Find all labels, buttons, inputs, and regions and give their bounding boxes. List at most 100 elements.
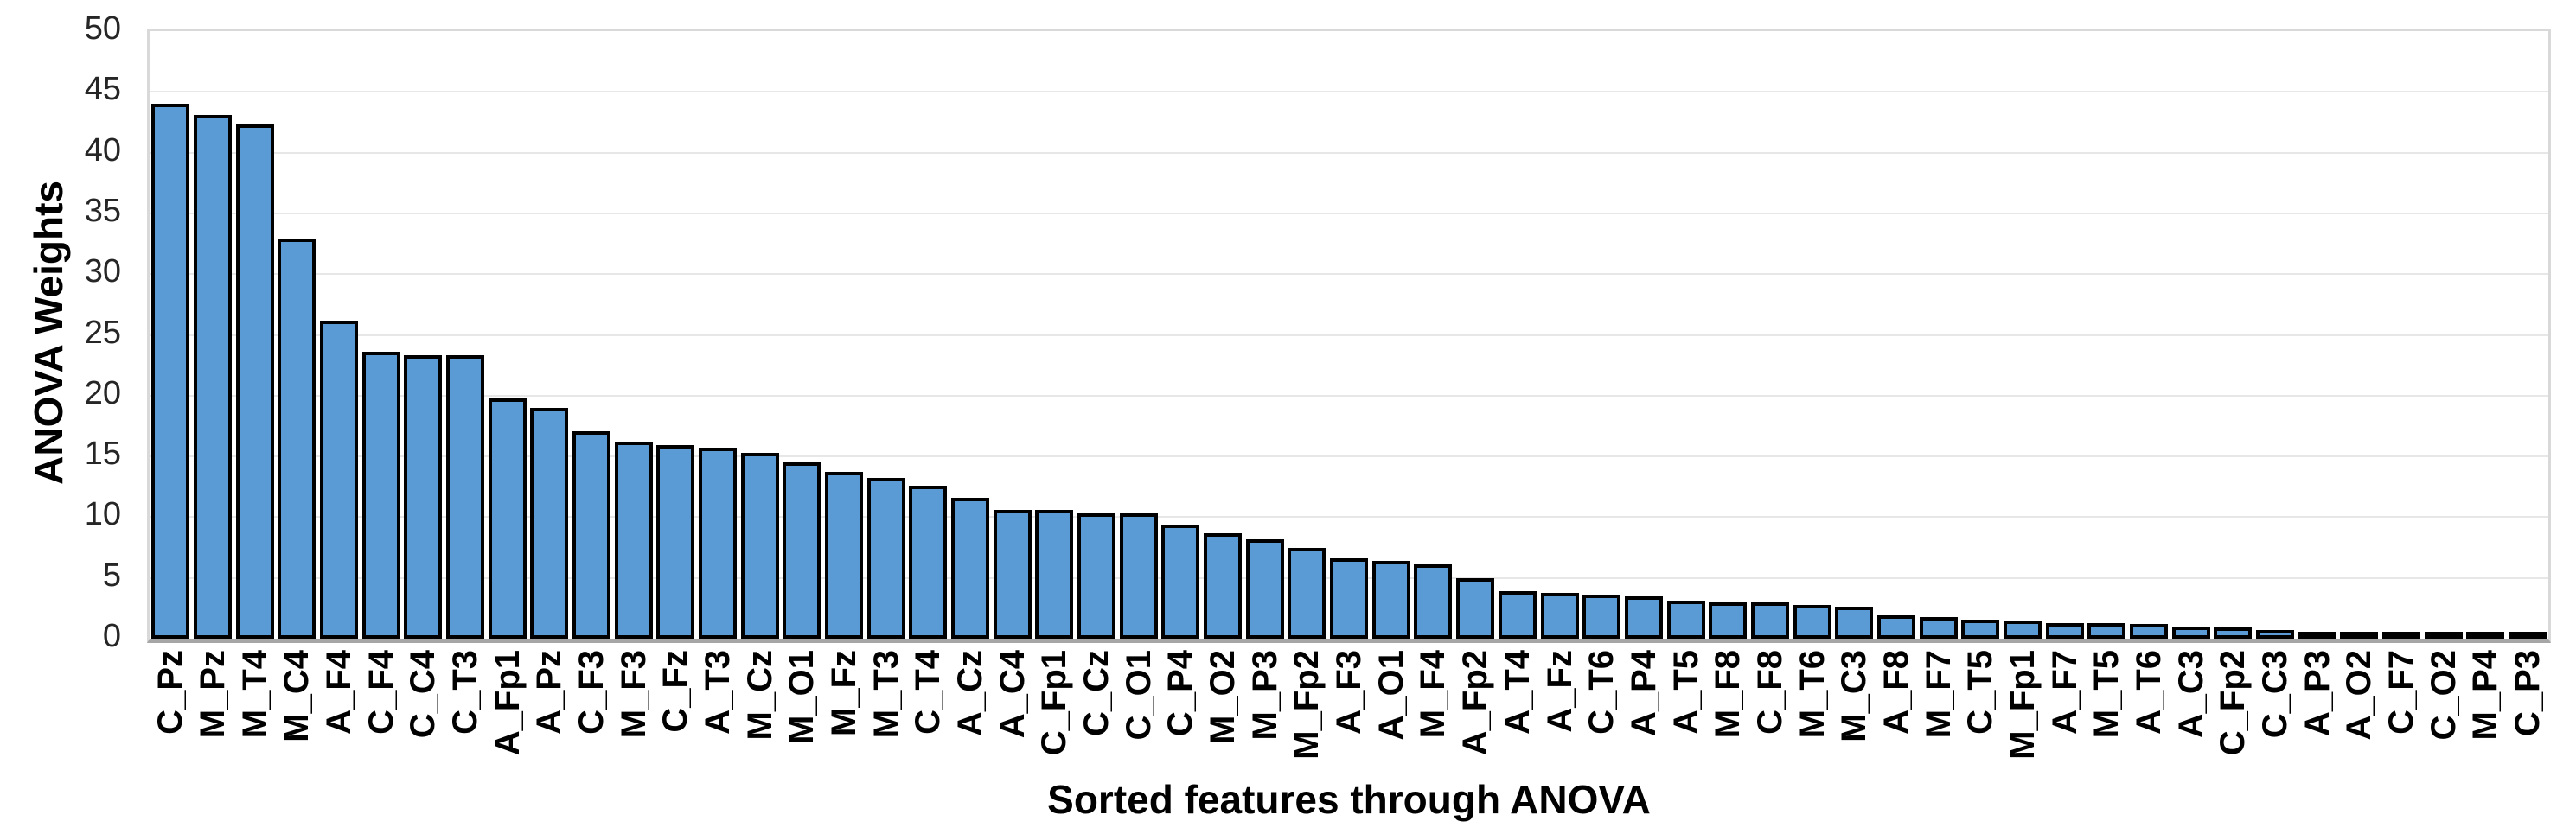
bar-M_T5	[2087, 622, 2126, 639]
x-tick-label-A_P4: A_P4	[1624, 650, 1663, 737]
bar-A_Fp2	[1456, 577, 1495, 639]
x-label-slot: A_Pz	[528, 650, 571, 788]
bar-slot	[571, 31, 613, 639]
bar-slot	[1412, 31, 1454, 639]
x-label-slot: M_Fp2	[1286, 650, 1328, 788]
x-label-slot: M_Fz	[823, 650, 866, 788]
bar-slot	[360, 31, 402, 639]
bar-slot	[318, 31, 361, 639]
bar-slot	[1497, 31, 1539, 639]
bar-slot	[1581, 31, 1623, 639]
bar-A_T6	[2129, 624, 2168, 639]
x-tick-label-C_F8: C_F8	[1750, 650, 1789, 735]
x-label-slot: A_Fp2	[1454, 650, 1497, 788]
x-tick-label-A_Fp1: A_Fp1	[488, 650, 527, 756]
x-label-slot: C_O2	[2422, 650, 2464, 788]
y-tick-label-15: 15	[84, 436, 121, 473]
x-tick-label-M_T3: M_T3	[866, 650, 905, 739]
x-tick-label-C_T5: C_T5	[1961, 650, 2000, 735]
bar-slot	[2128, 31, 2170, 639]
x-axis-tick-labels: C_Pz M_Pz M_T4 M_C4 A_F4 C_F4 C_C4 C_T3 A_Fp1 A_P…	[150, 650, 2548, 788]
x-tick-label-C_Fp2: C_Fp2	[2214, 650, 2253, 756]
x-tick-label-C_P4: C_P4	[1161, 650, 1200, 737]
x-tick-label-A_Fz: A_Fz	[1540, 650, 1579, 733]
bar-C_O2	[2424, 632, 2463, 639]
x-tick-label-M_T6: M_T6	[1793, 650, 1831, 739]
x-label-slot: A_P4	[1623, 650, 1665, 788]
x-tick-label-C_Fp1: C_Fp1	[1035, 650, 1074, 756]
x-tick-label-M_Pz: M_Pz	[194, 650, 232, 739]
gridline-45	[150, 91, 2548, 93]
x-label-slot: A_Cz	[949, 650, 992, 788]
x-label-slot: C_P3	[2507, 650, 2549, 788]
x-label-slot: A_O1	[1370, 650, 1412, 788]
bar-slot	[2212, 31, 2254, 639]
x-label-slot: M_Fp1	[2002, 650, 2044, 788]
bar-C_Fp1	[1035, 509, 1074, 639]
gridline-10	[150, 516, 2548, 519]
x-tick-label-C_O1: C_O1	[1119, 650, 1158, 741]
bar-slot	[2464, 31, 2507, 639]
bar-M_Cz	[740, 452, 779, 639]
y-tick-label-35: 35	[84, 192, 121, 229]
x-label-slot: M_Cz	[738, 650, 781, 788]
x-tick-label-M_F3: M_F3	[614, 650, 653, 739]
bar-slot	[1243, 31, 1286, 639]
x-tick-label-A_O2: A_O2	[2340, 650, 2379, 741]
x-label-slot: M_F3	[612, 650, 655, 788]
bar-M_Fp1	[2003, 620, 2042, 639]
x-label-slot: M_F8	[1707, 650, 1749, 788]
plot-area	[147, 29, 2551, 643]
x-label-slot: C_C3	[2254, 650, 2297, 788]
bar-M_T6	[1793, 604, 1831, 639]
bar-A_F4	[320, 320, 359, 639]
bar-A_Fz	[1540, 592, 1579, 639]
x-label-slot: C_T4	[907, 650, 949, 788]
bar-slot	[1117, 31, 1160, 639]
x-tick-label-A_O1: A_O1	[1371, 650, 1410, 741]
bar-A_O2	[2340, 632, 2379, 639]
bar-C_Pz	[151, 104, 190, 639]
bar-slot	[823, 31, 866, 639]
bar-slot	[1623, 31, 1665, 639]
bar-slot	[697, 31, 739, 639]
bar-M_O1	[783, 462, 821, 639]
x-axis-title-text: Sorted features through ANOVA	[1047, 777, 1651, 822]
y-tick-label-10: 10	[84, 496, 121, 533]
bar-M_T3	[866, 478, 905, 639]
x-axis-title: Sorted features through ANOVA	[150, 776, 2548, 823]
bar-A_Pz	[530, 407, 569, 639]
bar-M_F4	[1414, 564, 1453, 639]
x-label-slot: A_C4	[991, 650, 1033, 788]
bar-C_C4	[404, 355, 443, 639]
gridline-30	[150, 273, 2548, 276]
x-tick-label-C_C4: C_C4	[404, 650, 443, 739]
bar-slot	[1286, 31, 1328, 639]
bar-C_Fz	[656, 445, 695, 639]
y-tick-label-40: 40	[84, 131, 121, 169]
x-label-slot: M_T5	[2086, 650, 2128, 788]
x-tick-label-A_T5: A_T5	[1666, 650, 1705, 735]
bar-A_O1	[1371, 561, 1410, 639]
x-tick-label-C_F4: C_F4	[361, 650, 400, 735]
x-tick-label-A_C4: A_C4	[993, 650, 1032, 739]
x-label-slot: C_O1	[1117, 650, 1160, 788]
x-label-slot: M_F7	[1917, 650, 1959, 788]
bar-C_O1	[1119, 513, 1158, 639]
x-tick-label-M_C4: M_C4	[278, 650, 316, 742]
bar-C_P3	[2508, 632, 2547, 639]
x-label-slot: C_Pz	[150, 650, 192, 788]
bar-slot	[1328, 31, 1371, 639]
bar-A_P3	[2298, 632, 2336, 639]
x-tick-label-C_F3: C_F3	[572, 650, 611, 735]
x-tick-label-M_F8: M_F8	[1709, 650, 1748, 739]
x-tick-label-M_O1: M_O1	[783, 650, 821, 744]
x-tick-label-C_F7: C_F7	[2381, 650, 2420, 735]
bar-M_C4	[278, 239, 316, 639]
x-tick-label-M_P3: M_P3	[1245, 650, 1284, 741]
bar-A_T3	[699, 448, 738, 639]
bar-slot	[781, 31, 823, 639]
x-label-slot: A_F7	[2043, 650, 2086, 788]
bar-A_P4	[1624, 595, 1663, 639]
bar-C_F3	[572, 430, 611, 639]
